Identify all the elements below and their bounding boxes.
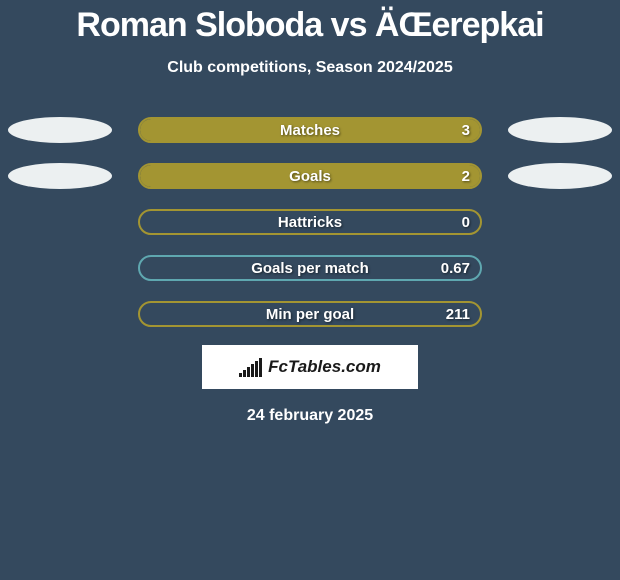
badge-text: FcTables.com (268, 357, 381, 377)
page-title: Roman Sloboda vs ÄŒerepkai (0, 0, 620, 45)
stat-label: Hattricks (140, 214, 480, 231)
stat-row: Goals2 (0, 163, 620, 189)
source-badge: FcTables.com (202, 345, 418, 389)
stat-label: Matches (140, 122, 480, 139)
stat-label: Goals per match (140, 260, 480, 277)
stat-value: 211 (446, 306, 470, 323)
stat-value: 0.67 (441, 260, 470, 277)
stat-bar: Goals2 (138, 163, 482, 189)
stat-row: Hattricks0 (0, 209, 620, 235)
stat-value: 3 (462, 122, 470, 139)
player-marker-right (508, 117, 612, 143)
player-marker-left (8, 163, 112, 189)
badge-logo-icon (239, 358, 262, 377)
stats-container: Matches3Goals2Hattricks0Goals per match0… (0, 117, 620, 327)
stat-bar: Goals per match0.67 (138, 255, 482, 281)
player-marker-left (8, 117, 112, 143)
stat-value: 2 (462, 168, 470, 185)
stat-label: Goals (140, 168, 480, 185)
stat-label: Min per goal (140, 306, 480, 323)
subtitle: Club competitions, Season 2024/2025 (0, 59, 620, 77)
stat-row: Matches3 (0, 117, 620, 143)
stat-bar: Hattricks0 (138, 209, 482, 235)
stat-value: 0 (462, 214, 470, 231)
player-marker-right (508, 163, 612, 189)
stat-row: Min per goal211 (0, 301, 620, 327)
stat-bar: Min per goal211 (138, 301, 482, 327)
stat-bar: Matches3 (138, 117, 482, 143)
date-label: 24 february 2025 (0, 407, 620, 425)
stat-row: Goals per match0.67 (0, 255, 620, 281)
